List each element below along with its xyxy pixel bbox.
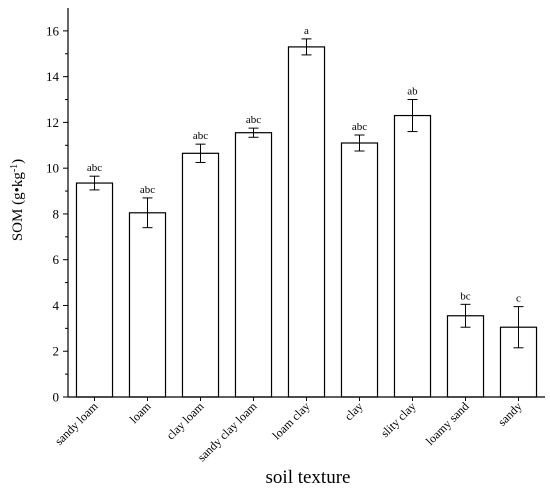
y-axis-title-suffix: ) xyxy=(10,159,26,164)
significance-label: a xyxy=(304,25,309,37)
bar xyxy=(287,46,326,398)
x-tick-label: sandy xyxy=(495,399,525,429)
significance-label: bc xyxy=(460,290,471,302)
y-tick-label: 0 xyxy=(53,390,60,405)
bar xyxy=(340,142,379,398)
y-tick-label: 2 xyxy=(53,344,60,359)
significance-label: abc xyxy=(352,121,367,133)
bar xyxy=(181,152,220,398)
significance-label: c xyxy=(516,293,521,305)
y-tick-label: 8 xyxy=(53,206,60,221)
bar xyxy=(234,132,273,398)
x-tick-label: clay loam xyxy=(163,399,207,443)
x-tick-label: sandy loam xyxy=(52,399,101,448)
x-tick-label: loam clay xyxy=(269,399,312,442)
x-tick-label: loamy sand xyxy=(423,399,472,448)
x-tick-label: clay xyxy=(342,399,366,423)
significance-label: abc xyxy=(140,184,155,196)
y-tick-label: 16 xyxy=(46,23,60,38)
y-tick-label: 12 xyxy=(46,115,59,130)
bar xyxy=(75,182,114,398)
x-axis-title: soil texture xyxy=(266,467,351,488)
significance-label: ab xyxy=(407,86,418,98)
y-axis-title: SOM (g•kg-1) xyxy=(9,159,27,241)
y-tick-label: 4 xyxy=(53,298,60,313)
x-tick-label: slity clay xyxy=(378,399,419,440)
x-tick-label: loam xyxy=(127,399,154,426)
bar xyxy=(128,212,167,398)
bars-layer: abc abc abc abc a abc ab bc c xyxy=(75,25,538,398)
significance-label: abc xyxy=(87,162,102,174)
y-tick-label: 14 xyxy=(46,69,60,84)
bar xyxy=(446,315,485,398)
y-axis-title-main: SOM (g•kg xyxy=(10,172,26,242)
y-axis-title-superscript: -1 xyxy=(9,164,20,172)
y-tick-label: 6 xyxy=(53,252,60,267)
bar xyxy=(393,114,432,398)
y-tick-label: 10 xyxy=(46,161,59,176)
significance-label: abc xyxy=(193,130,208,142)
significance-label: abc xyxy=(246,114,261,126)
